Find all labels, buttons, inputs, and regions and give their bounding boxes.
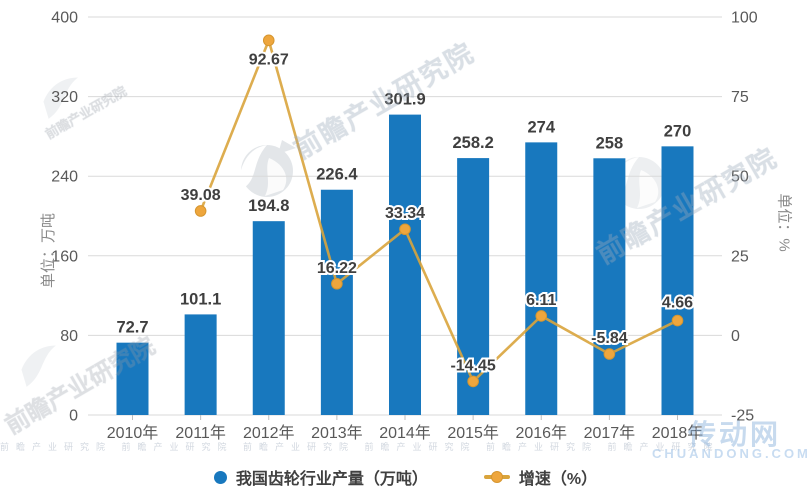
line-series-marker (483, 471, 510, 483)
bar-value-label: 101.1 (180, 290, 221, 308)
production-bar (525, 142, 558, 415)
growth-value-label: 33.34 (385, 205, 425, 222)
bar-value-label: 194.8 (248, 197, 289, 215)
legend-item-production: 我国齿轮行业产量（万吨） (213, 465, 428, 489)
bar-value-label: 301.9 (384, 91, 425, 109)
bar-value-label: 274 (527, 118, 555, 136)
legend-item-growth: 增速（%） (483, 465, 598, 489)
right-axis-title: 单位：% (775, 193, 793, 252)
right-axis-tick-label: 75 (731, 89, 749, 106)
left-axis-tick-label: 320 (51, 89, 78, 106)
growth-point (399, 223, 411, 236)
right-axis-tick-label: 100 (731, 10, 758, 27)
growth-value-label: 92.67 (249, 51, 289, 68)
line-marker-dot (490, 471, 503, 483)
right-axis-tick-label: 0 (731, 328, 740, 345)
production-bar (116, 342, 149, 415)
growth-point (671, 314, 684, 327)
bar-value-label: 258 (596, 134, 624, 152)
legend-label-production: 我国齿轮行业产量（万吨） (235, 471, 428, 488)
production-bar (252, 221, 285, 415)
growth-value-label: -14.45 (450, 357, 495, 374)
x-axis-label: 2012年 (243, 424, 295, 442)
right-axis-tick-label: -25 (731, 408, 754, 425)
growth-line (199, 39, 679, 383)
growth-point (603, 348, 616, 360)
growth-point (194, 205, 207, 217)
production-bar (593, 158, 626, 416)
bar-value-label: 226.4 (316, 166, 358, 184)
growth-point (535, 310, 548, 322)
left-axis-tick-label: 160 (51, 248, 78, 265)
right-axis-tick-label: 50 (731, 169, 749, 186)
bar-value-label: 72.7 (116, 319, 148, 337)
growth-value-label: -5.84 (591, 330, 628, 347)
left-axis-tick-label: 400 (51, 10, 78, 27)
bar-series-marker (213, 470, 227, 484)
growth-value-label: 16.22 (317, 260, 357, 277)
x-axis-label: 2013年 (311, 424, 363, 442)
x-axis-label: 2016年 (515, 424, 567, 442)
bar-value-label: 270 (664, 122, 692, 140)
production-bar (389, 114, 421, 415)
left-axis-tick-label: 240 (51, 169, 78, 186)
growth-value-label: 6.11 (526, 292, 556, 309)
x-axis-label: 2014年 (379, 424, 431, 442)
legend: 我国齿轮行业产量（万吨） 增速（%） (0, 465, 811, 489)
production-bar (661, 146, 694, 415)
left-axis-title: 单位：万吨 (40, 212, 58, 289)
production-bar (184, 314, 217, 415)
production-bar (320, 189, 353, 415)
x-axis-label: 2010年 (107, 424, 159, 442)
x-axis-label: 2018年 (652, 424, 704, 442)
x-axis-label: 2015年 (447, 424, 499, 442)
growth-point (331, 277, 343, 290)
growth-point (467, 375, 479, 388)
growth-value-label: 39.08 (181, 187, 221, 204)
left-axis-tick-label: 80 (60, 328, 78, 345)
bar-value-label: 258.2 (452, 134, 493, 152)
left-axis-tick-label: 0 (69, 408, 78, 425)
x-axis-label: 2011年 (175, 424, 225, 442)
legend-label-growth: 增速（%） (518, 471, 598, 488)
x-axis-label: 2017年 (584, 424, 636, 442)
right-axis-tick-label: 25 (731, 248, 749, 265)
growth-value-label: 4.66 (662, 295, 693, 312)
growth-point (262, 34, 275, 47)
